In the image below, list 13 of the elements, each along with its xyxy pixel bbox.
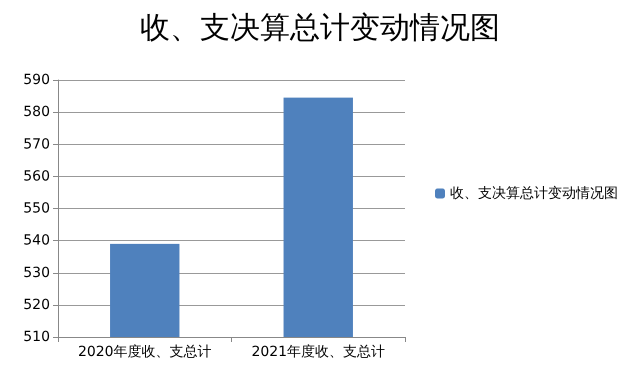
legend-label: 收、支决算总计变动情况图	[450, 186, 618, 202]
y-tick-label: 590	[23, 72, 50, 88]
y-tick-label: 540	[23, 232, 50, 249]
chart-title: 收、支决算总计变动情况图	[140, 10, 500, 46]
y-tick-label: 550	[23, 200, 50, 216]
y-tick-label: 510	[23, 329, 50, 345]
y-tick-label: 580	[23, 104, 50, 120]
y-tick-label: 530	[23, 264, 50, 281]
y-tick-label: 570	[23, 136, 50, 152]
x-tick-label: 2020年度收、支总计	[78, 344, 212, 360]
x-tick-label: 2021年度收、支总计	[251, 344, 386, 360]
y-tick-label: 560	[23, 168, 50, 184]
y-tick-label: 520	[23, 296, 50, 313]
